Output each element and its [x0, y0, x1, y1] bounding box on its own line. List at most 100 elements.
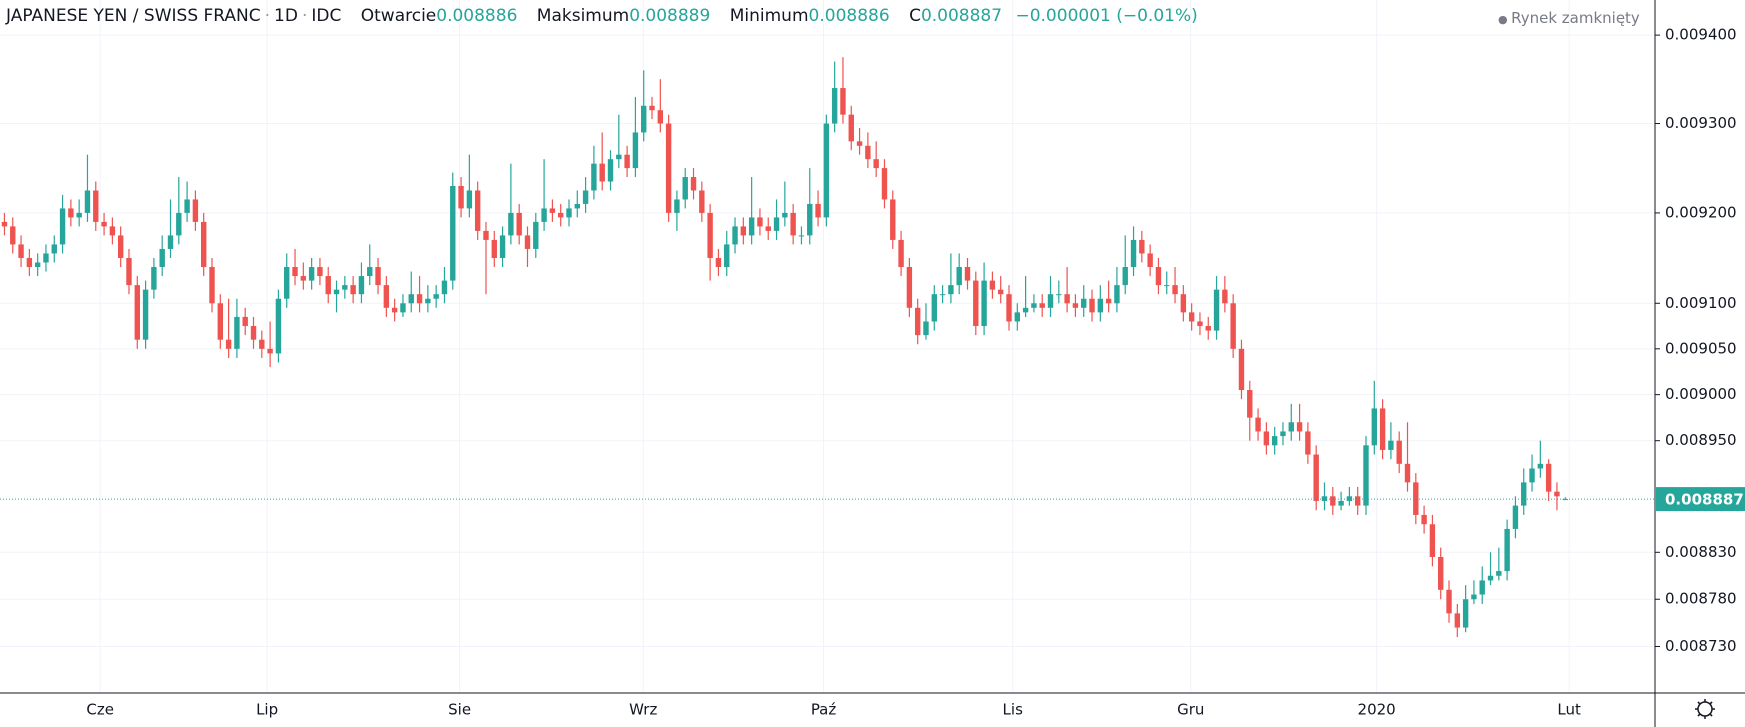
candle-body [1330, 496, 1336, 506]
candle-body [549, 208, 556, 213]
candle-body [798, 235, 805, 237]
candle-body [1122, 267, 1128, 286]
candle-body [591, 163, 597, 191]
candle-body [416, 294, 423, 304]
x-tick-label: Wrz [629, 701, 657, 719]
candle-body [823, 123, 830, 218]
candle-body [1288, 422, 1294, 432]
candle-body [375, 267, 381, 286]
candle-body [51, 244, 57, 254]
candle-body [1321, 496, 1328, 501]
candle-body [234, 316, 240, 349]
x-tick-label: Cze [86, 701, 114, 719]
candle-body [275, 298, 282, 354]
candle-body [674, 199, 680, 213]
candle-body [831, 88, 838, 124]
candle-body [1487, 575, 1494, 581]
candle-body [433, 294, 439, 299]
candle-body [1188, 312, 1195, 322]
candle-body [225, 339, 232, 349]
high: 0.008889 [629, 6, 711, 26]
settings-icon-tooth [1697, 713, 1701, 717]
candle-body [333, 289, 340, 295]
candle-body [1205, 326, 1211, 331]
settings-icon-tooth [1709, 713, 1713, 717]
candle-body [740, 226, 747, 236]
candle-body [516, 212, 522, 236]
candle-body [807, 203, 813, 236]
candle-body [715, 257, 722, 268]
candle-body [574, 203, 580, 209]
candle-body [1064, 294, 1070, 304]
candle-body [284, 267, 290, 299]
candle-body [1031, 303, 1037, 308]
candle-body [1047, 294, 1054, 308]
candle-body [732, 226, 738, 245]
candle-body [881, 168, 888, 200]
candle-body [93, 190, 99, 222]
candle-body [815, 203, 821, 218]
candle-body [1512, 505, 1519, 529]
candle-body [607, 159, 614, 182]
candle-body [1006, 294, 1012, 322]
candle-body [873, 159, 879, 169]
candle-body [109, 226, 116, 236]
candle-body [184, 199, 190, 213]
y-tick-label: 0.008950 [1665, 431, 1737, 449]
candle-body [906, 267, 913, 308]
y-tick-label: 0.009000 [1665, 385, 1737, 403]
last-price-box [1656, 487, 1745, 512]
candle-body [1114, 285, 1120, 304]
y-tick-label: 0.009400 [1665, 26, 1737, 44]
candle-body [250, 326, 257, 340]
settings-icon-tooth [1709, 701, 1713, 705]
high-label: Maksimum [536, 6, 630, 26]
close-label: C [909, 6, 921, 26]
candle-body [1379, 408, 1386, 450]
candle-body [1180, 294, 1187, 313]
candle-body [10, 226, 16, 245]
candle-body [1014, 312, 1021, 322]
candle-body [1371, 408, 1377, 446]
candle-body [1421, 514, 1427, 525]
candle-body [1296, 422, 1303, 432]
candle-body [582, 190, 589, 204]
candle-body [425, 298, 431, 304]
sep: · [264, 6, 271, 26]
candle-body [1, 221, 8, 227]
candle-body [1404, 463, 1411, 483]
candle-body [1238, 348, 1245, 391]
candle-body [192, 199, 199, 222]
candle-body [1471, 594, 1477, 600]
candle-body [1313, 454, 1319, 501]
candle-body [209, 267, 215, 304]
candle-body [1346, 496, 1353, 501]
candle-body [657, 110, 664, 124]
source: IDC [311, 6, 342, 26]
settings-icon-tooth [1697, 701, 1701, 705]
candle-body [1247, 390, 1253, 418]
candle-body [242, 316, 248, 327]
candle-body [1446, 589, 1452, 614]
candle-body [1222, 289, 1228, 304]
candle-body [101, 221, 107, 227]
candle-body [176, 212, 182, 236]
candle-body [1438, 556, 1444, 590]
candle-body [1130, 239, 1137, 268]
candle-body [641, 105, 647, 133]
candle-body [1388, 440, 1394, 450]
candle-body [773, 217, 780, 231]
candle-body [491, 239, 497, 258]
candle-body [1105, 298, 1112, 304]
candle-body [1554, 491, 1560, 497]
candle-body [956, 267, 962, 286]
candle-body [649, 105, 655, 111]
candle-body [1479, 580, 1485, 595]
candle-body [1504, 528, 1510, 572]
candle-body [898, 239, 904, 268]
candle-body [76, 212, 82, 218]
candle-body [167, 235, 174, 249]
candle-body [1081, 298, 1087, 308]
candle-body [1280, 431, 1286, 437]
